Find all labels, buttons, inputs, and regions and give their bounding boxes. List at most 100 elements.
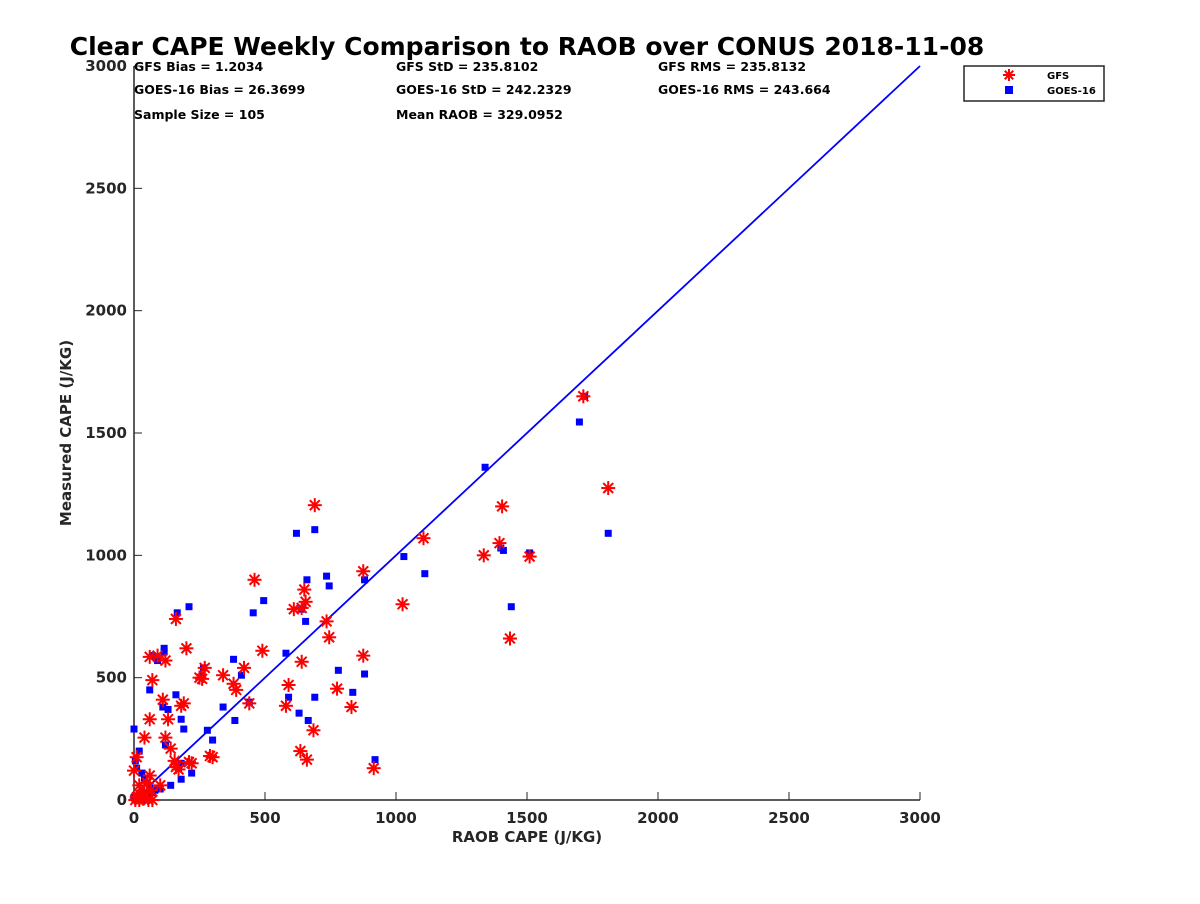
goes16-point [173, 609, 181, 617]
goes16-point [237, 671, 245, 679]
goes16-point [371, 756, 379, 764]
goes16-point [481, 463, 489, 471]
y-tick-label: 1500 [85, 424, 127, 442]
stat-goes-bias: GOES-16 Bias = 26.3699 [134, 82, 305, 97]
goes16-point [604, 529, 612, 537]
goes16-point [219, 703, 227, 711]
gfs-point [127, 763, 141, 778]
gfs-point [307, 498, 322, 513]
gfs-point [168, 611, 183, 626]
gfs-point [330, 681, 345, 696]
gfs-point [522, 549, 537, 564]
gfs-point [286, 602, 301, 617]
gfs-point [184, 756, 199, 771]
gfs-point [492, 536, 507, 551]
legend-box [963, 65, 1105, 102]
goes16-point [311, 526, 319, 534]
gfs-point [294, 654, 309, 669]
legend-marker-goes16-square [1005, 86, 1013, 94]
gfs-point [319, 614, 334, 629]
legend-label-goes16: GOES-16 [1047, 86, 1096, 97]
gfs-point [229, 682, 244, 697]
x-tick-label: 500 [249, 809, 280, 827]
goes16-point [185, 603, 193, 611]
goes16-point [400, 553, 408, 561]
goes16-point [282, 649, 290, 657]
goes16-point [177, 715, 185, 723]
gfs-point [344, 700, 359, 715]
gfs-point [155, 692, 170, 707]
legend-marker-gfs-asterisk [1003, 69, 1015, 81]
goes16-point [160, 648, 168, 656]
gfs-point [299, 752, 314, 767]
y-axis-label: Measured CAPE (J/KG) [57, 340, 75, 526]
y-tick-label: 3000 [85, 57, 127, 75]
legend: GFS GOES-16 [963, 65, 1105, 102]
goes16-point [295, 709, 303, 717]
x-axis-label: RAOB CAPE (J/KG) [452, 828, 602, 846]
stat-goes-rms: GOES-16 RMS = 243.664 [658, 82, 831, 97]
gfs-point [153, 778, 168, 793]
gfs-point [247, 572, 262, 587]
goes16-point [499, 546, 507, 554]
gfs-point [171, 762, 186, 777]
y-tick-label: 500 [96, 669, 127, 687]
gfs-point [416, 531, 431, 546]
goes16-point [146, 686, 154, 694]
gfs-point [601, 481, 616, 496]
stat-sample-size: Sample Size = 105 [134, 107, 265, 122]
gfs-point [161, 712, 176, 727]
goes16-point [180, 725, 188, 733]
one-to-one-line [149, 65, 921, 786]
gfs-point [293, 744, 308, 759]
chart-title: Clear CAPE Weekly Comparison to RAOB ove… [70, 32, 985, 61]
gfs-point [195, 671, 210, 686]
gfs-point [163, 741, 178, 756]
goes16-point [421, 570, 429, 578]
gfs-point [174, 698, 189, 713]
goes16-point [160, 644, 168, 652]
goes16-point [172, 691, 180, 699]
gfs-point [145, 793, 160, 807]
x-tick-label: 3000 [899, 809, 941, 827]
goes16-point [304, 716, 312, 724]
goes16-point [188, 769, 196, 777]
goes16-point [507, 603, 515, 611]
goes16-point [159, 703, 167, 711]
gfs-point [137, 730, 152, 745]
goes16-point [177, 775, 185, 783]
goes16-point [334, 666, 342, 674]
x-tick-label: 2000 [637, 809, 679, 827]
gfs-point [281, 678, 296, 693]
goes16-point [575, 418, 583, 426]
gfs-point [476, 548, 491, 563]
goes16-point [140, 774, 148, 782]
gfs-point [150, 648, 165, 663]
goes16-point [292, 529, 300, 537]
gfs-point [142, 712, 157, 727]
gfs-point [278, 698, 293, 713]
y-tick-label: 2500 [85, 179, 127, 197]
gfs-point [237, 660, 252, 675]
x-tick-label: 1500 [506, 809, 548, 827]
goes16-point [260, 597, 268, 605]
gfs-point [132, 793, 147, 807]
gfs-point [145, 673, 160, 688]
goes16-point [303, 576, 311, 584]
gfs-point [216, 668, 231, 683]
x-tick-label: 2500 [768, 809, 810, 827]
goes16-point [131, 757, 139, 765]
goes16-point [323, 572, 331, 580]
stat-gfs-bias: GFS Bias = 1.2034 [134, 59, 264, 74]
goes16-point [311, 693, 319, 701]
gfs-point [179, 641, 194, 656]
stat-gfs-rms: GFS RMS = 235.8132 [658, 59, 806, 74]
gfs-point [142, 768, 157, 783]
x-tick-label: 0 [129, 809, 139, 827]
gfs-point [158, 653, 173, 668]
gfs-point [495, 499, 510, 514]
gfs-point [202, 748, 217, 763]
stat-gfs-std: GFS StD = 235.8102 [396, 59, 538, 74]
goes16-point [349, 688, 357, 696]
